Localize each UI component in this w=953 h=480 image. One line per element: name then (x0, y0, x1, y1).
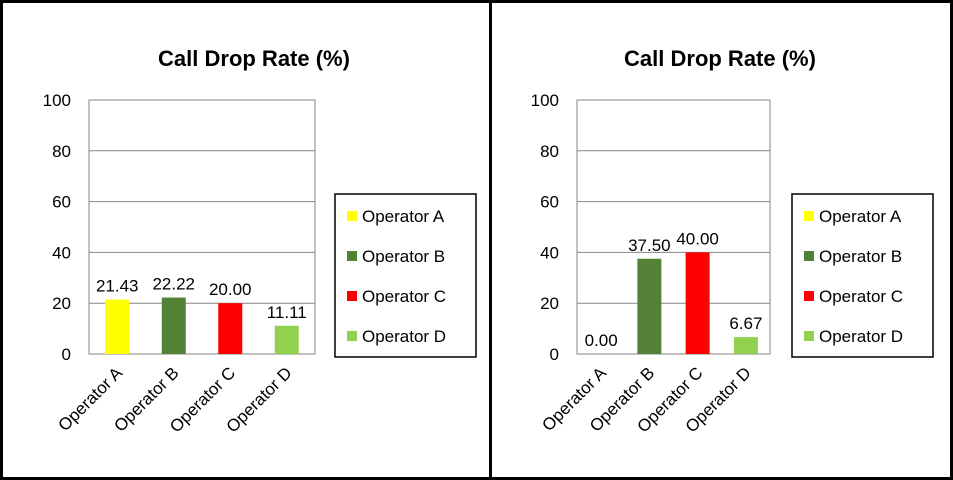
bar-chart-left: Call Drop Rate (%) 0 20 40 60 80 100 21.43 Oper… (43, 46, 477, 436)
plot-area (576, 99, 771, 355)
legend-swatch (804, 211, 814, 221)
data-label: 40.00 (676, 229, 719, 248)
bar-chart-right: Call Drop Rate (%) 0 20 40 60 80 100 0.00 Opera… (531, 46, 934, 436)
data-label: 0.00 (585, 331, 618, 350)
legend-swatch (347, 211, 357, 221)
chart-title: Call Drop Rate (%) (624, 46, 816, 71)
chart-panel-right: Call Drop Rate (%) 0 20 40 60 80 100 0.00 Opera… (489, 0, 953, 480)
bar-operator-b (161, 297, 186, 354)
data-label: 11.11 (267, 303, 307, 322)
legend (334, 193, 477, 358)
bar-operator-d (733, 337, 758, 354)
y-tick-label: 80 (52, 142, 71, 161)
bar-operator-a (105, 299, 130, 354)
legend-entry: Operator D (362, 327, 446, 346)
bar-operator-c (685, 252, 710, 354)
y-tick-label: 20 (52, 294, 71, 313)
legend-swatch (347, 251, 357, 261)
legend-swatch (804, 291, 814, 301)
legend-entry: Operator B (362, 247, 445, 266)
data-label: 6.67 (729, 314, 762, 333)
legend-entry: Operator D (819, 327, 903, 346)
chart-title: Call Drop Rate (%) (158, 46, 350, 71)
legend-entry: Operator A (819, 207, 902, 226)
y-tick-label: 0 (550, 345, 559, 364)
bar-operator-b (637, 258, 662, 354)
legend-swatch (804, 331, 814, 341)
y-tick-label: 20 (540, 294, 559, 313)
data-label: 37.50 (628, 236, 671, 255)
y-tick-label: 60 (52, 193, 71, 212)
legend-swatch (347, 291, 357, 301)
legend-swatch (347, 331, 357, 341)
y-tick-label: 60 (540, 193, 559, 212)
data-label: 21.43 (96, 277, 139, 296)
data-label: 22.22 (152, 275, 195, 294)
legend-swatch (804, 251, 814, 261)
y-tick-label: 100 (531, 91, 559, 110)
legend-entry: Operator B (819, 247, 902, 266)
y-tick-label: 40 (540, 243, 559, 262)
data-label: 20.00 (209, 280, 252, 299)
legend-entry: Operator C (819, 287, 903, 306)
y-tick-label: 80 (540, 142, 559, 161)
y-tick-label: 100 (43, 91, 71, 110)
plot-area (88, 99, 316, 355)
bar-operator-c (218, 303, 243, 354)
legend (791, 193, 934, 358)
bar-operator-d (274, 325, 299, 354)
legend-entry: Operator C (362, 287, 446, 306)
y-tick-label: 40 (52, 243, 71, 262)
chart-panel-left: Call Drop Rate (%) 0 20 40 60 80 100 21.43 Oper… (0, 0, 492, 480)
y-tick-label: 0 (62, 345, 71, 364)
legend-entry: Operator A (362, 207, 445, 226)
